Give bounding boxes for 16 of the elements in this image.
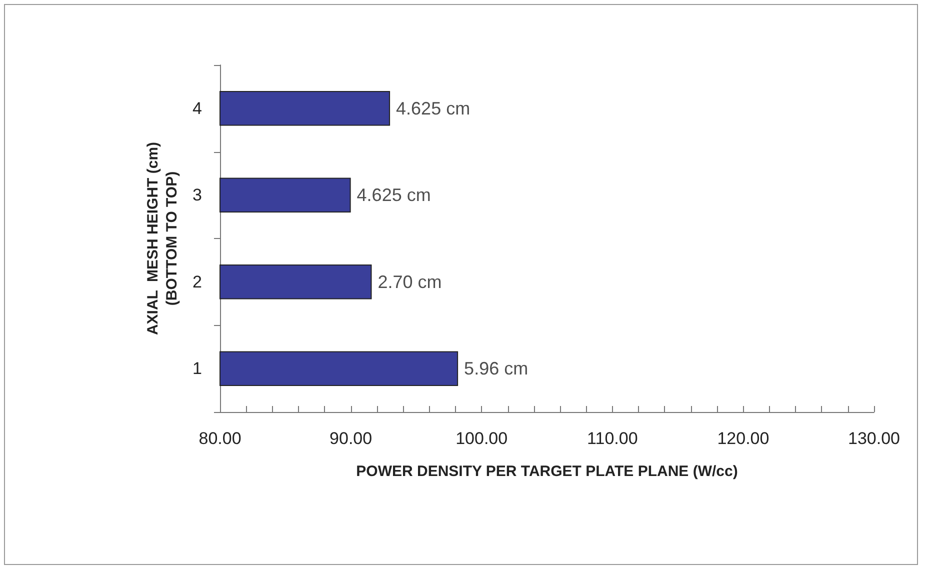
x-tick-label: 100.00: [456, 429, 508, 448]
annotation: 4.625 cm: [356, 185, 431, 206]
annotation: 4.625 cm: [396, 98, 470, 118]
x-tick-label: 120.00: [717, 429, 770, 448]
x-tick-label: 130.00: [848, 429, 900, 448]
x-tick-label: 110.00: [587, 429, 638, 448]
x-tick-label: 90.00: [330, 429, 372, 448]
y-axis-title: AXIAL MESH HEIGHT (cm) (BOTTOM TO TOP): [144, 142, 181, 336]
x-tick-label: 80.00: [198, 429, 242, 448]
annotation: 5.96 cm: [464, 358, 528, 379]
y-tick-label: 3: [192, 186, 202, 205]
y-tick-label: 2: [192, 272, 202, 292]
x-axis-title: POWER DENSITY PER TARGET PLATE PLANE (W/cc): [356, 463, 738, 480]
y-tick-label: 1: [192, 359, 202, 378]
annotation: 2.70 cm: [378, 272, 442, 292]
y-tick-label: 4: [192, 98, 202, 118]
